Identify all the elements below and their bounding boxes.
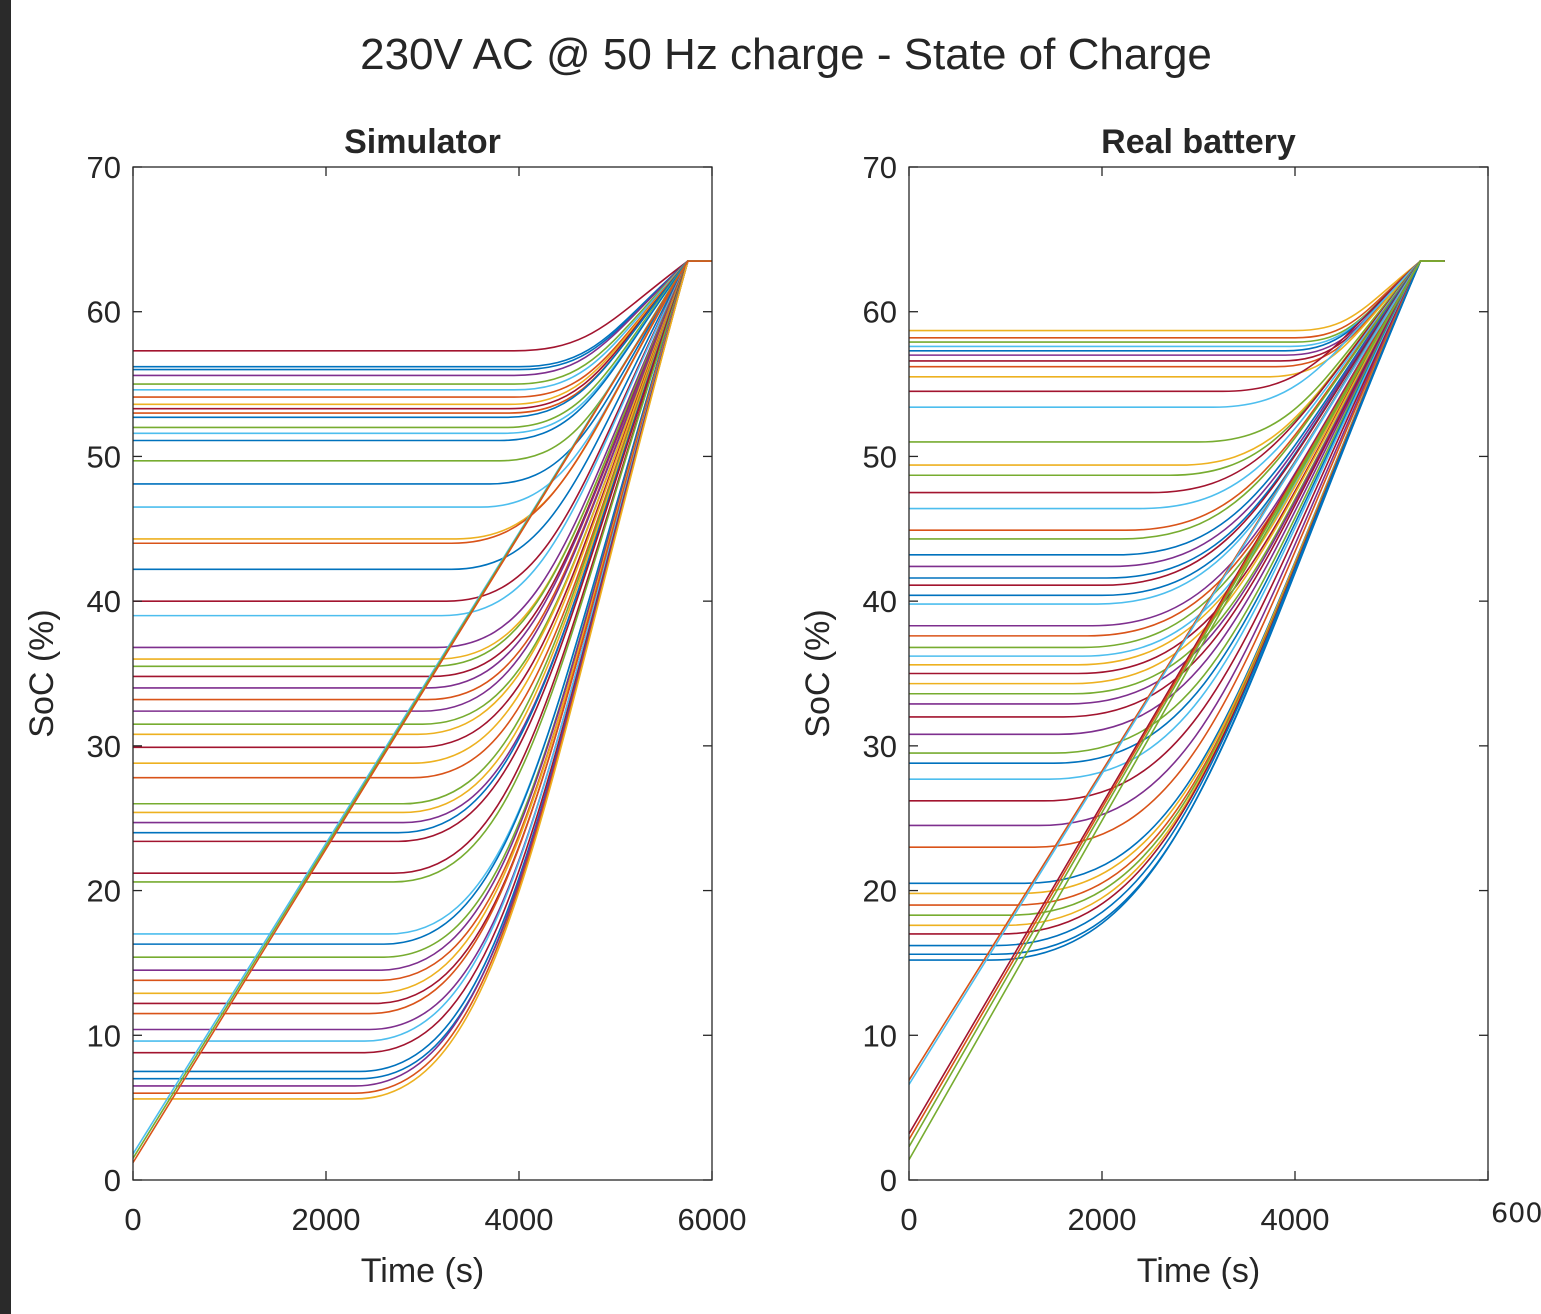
series-line [133, 260, 712, 1005]
y-axis-label: SoC (%) [799, 609, 837, 737]
series-line [133, 260, 712, 429]
series-line [133, 260, 712, 689]
x-tick-label: 0 [124, 1202, 141, 1237]
axes-box [908, 166, 1489, 1181]
y-tick-label: 0 [104, 1163, 121, 1198]
figure-title: 230V AC @ 50 Hz charge - State of Charge [360, 30, 1212, 79]
series-line [133, 260, 712, 995]
series-line [909, 260, 1445, 393]
series-line [133, 260, 712, 765]
x-axis-label: Time (s) [361, 1252, 484, 1290]
series-group [133, 260, 712, 1164]
series-line [133, 260, 712, 883]
series-line [133, 260, 712, 749]
series-line [909, 260, 1445, 961]
y-tick-label: 30 [863, 729, 897, 764]
series-line [133, 260, 712, 712]
series-line [133, 260, 712, 545]
y-tick-label: 60 [863, 295, 897, 330]
series-group [909, 260, 1445, 1161]
series-line [133, 260, 712, 1015]
series-line [909, 260, 1445, 754]
y-tick-label: 10 [87, 1018, 121, 1053]
y-tick-label: 70 [87, 150, 121, 185]
series-line [133, 260, 712, 958]
series-line [133, 260, 712, 1042]
series-line [133, 260, 712, 571]
series-line [909, 260, 1445, 736]
page-strip [0, 0, 11, 1314]
series-line [909, 260, 1445, 597]
axes-simulator: 0 2000 4000 6000 0 10 20 30 40 50 60 70 Simulator Tim… [23, 123, 746, 1290]
series-line [909, 260, 1445, 765]
x-tick-label: 0 [900, 1202, 917, 1237]
y-tick-label: 50 [863, 439, 897, 474]
series-line [909, 260, 1445, 802]
y-tick-label: 40 [863, 584, 897, 619]
x-tick-label: 4000 [485, 1202, 554, 1237]
series-line [133, 260, 712, 391]
series-line [133, 260, 712, 736]
y-tick-label: 0 [880, 1163, 897, 1198]
y-tick-label: 50 [87, 439, 121, 474]
series-line [133, 260, 712, 442]
axes-real-battery: 0 2000 4000 6000 0 10 20 30 40 50 60 70 Real battery… [799, 123, 1541, 1290]
axes-title-simulator: Simulator [344, 123, 501, 161]
series-line [133, 260, 712, 419]
series-line [909, 260, 1445, 494]
series-line [909, 260, 1445, 649]
x-axis-label: Time (s) [1137, 1252, 1260, 1290]
series-line [133, 260, 712, 352]
series-line [909, 260, 1445, 685]
x-tick-label: 6000 [678, 1202, 747, 1237]
series-line [133, 260, 712, 668]
y-tick-label: 10 [863, 1018, 897, 1053]
series-line [133, 260, 712, 1164]
series-line [909, 260, 1445, 510]
y-tick-label: 60 [87, 295, 121, 330]
series-line [133, 260, 712, 843]
y-tick-label: 40 [87, 584, 121, 619]
x-tick-label: 2000 [1068, 1202, 1137, 1237]
x-tick-label: 4000 [1261, 1202, 1330, 1237]
x-tick-label: 2000 [292, 1202, 361, 1237]
series-line [909, 260, 1445, 587]
series-line [133, 260, 712, 377]
series-line [909, 260, 1445, 568]
series-line [909, 260, 1445, 718]
x-tick-label: 6000 [1491, 1198, 1541, 1229]
figure-canvas: 230V AC @ 50 Hz charge - State of Charge… [23, 30, 1541, 1290]
series-line [133, 260, 712, 1100]
series-line [133, 260, 712, 824]
series-line [909, 260, 1445, 409]
figure-window: 230V AC @ 50 Hz charge - State of Charge… [11, 0, 1541, 1314]
series-line [133, 260, 712, 649]
y-tick-label: 70 [863, 150, 897, 185]
y-axis-label: SoC (%) [23, 609, 61, 737]
axes-title-real-battery: Real battery [1101, 123, 1296, 161]
series-line [133, 260, 712, 617]
series-line [909, 260, 1445, 1161]
y-tick-label: 30 [87, 729, 121, 764]
y-tick-label: 20 [87, 874, 121, 909]
y-tick-label: 20 [863, 874, 897, 909]
series-line [133, 260, 712, 945]
axes-box [132, 166, 713, 1181]
series-line [909, 260, 1445, 540]
